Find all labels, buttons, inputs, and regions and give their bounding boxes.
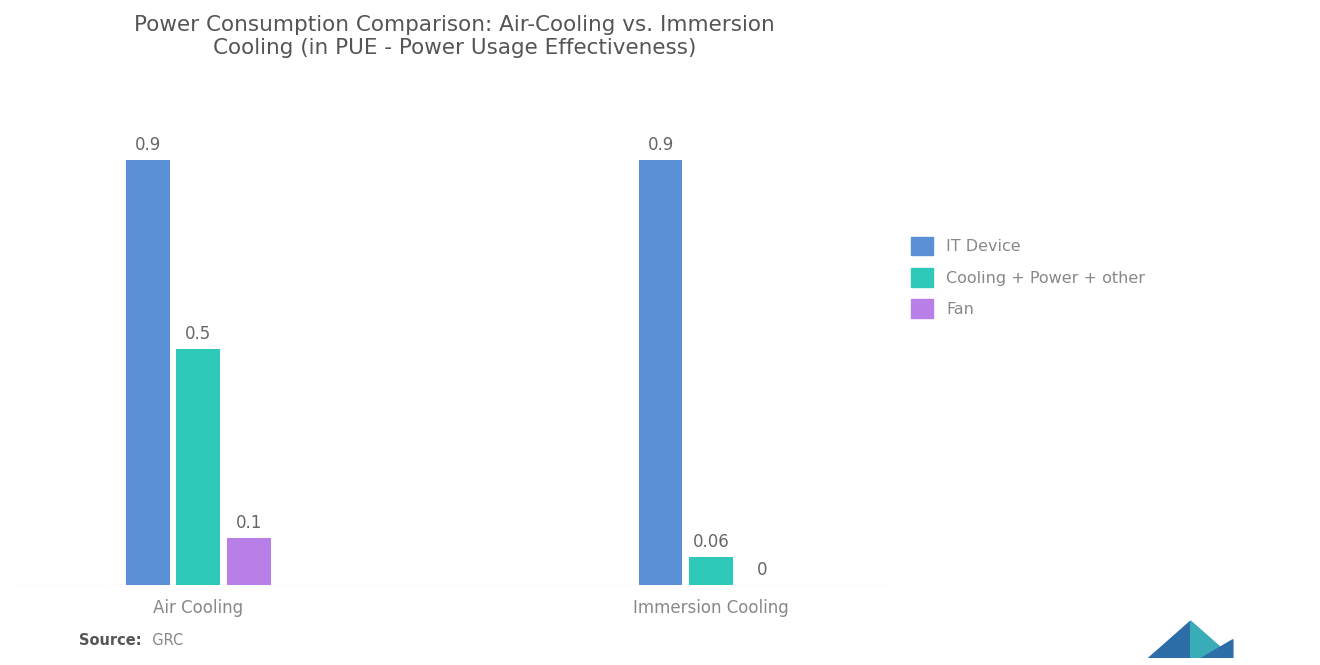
Text: 0.5: 0.5 — [185, 325, 211, 343]
Polygon shape — [1191, 621, 1233, 658]
Text: 0.06: 0.06 — [693, 533, 730, 551]
Title: Power Consumption Comparison: Air-Cooling vs. Immersion
Cooling (in PUE - Power : Power Consumption Comparison: Air-Coolin… — [135, 15, 775, 59]
Text: Source:: Source: — [79, 633, 141, 648]
Bar — [639, 160, 682, 585]
Text: 0.9: 0.9 — [135, 136, 161, 154]
Text: GRC: GRC — [143, 633, 182, 648]
Bar — [125, 160, 169, 585]
Text: 0.9: 0.9 — [647, 136, 673, 154]
Legend: IT Device, Cooling + Power + other, Fan: IT Device, Cooling + Power + other, Fan — [911, 237, 1146, 318]
Bar — [689, 557, 733, 585]
Text: 0.1: 0.1 — [235, 514, 261, 532]
Text: 0: 0 — [756, 561, 767, 579]
Bar — [176, 348, 220, 585]
Polygon shape — [1148, 621, 1191, 658]
Bar — [227, 537, 271, 585]
Polygon shape — [1201, 640, 1233, 658]
